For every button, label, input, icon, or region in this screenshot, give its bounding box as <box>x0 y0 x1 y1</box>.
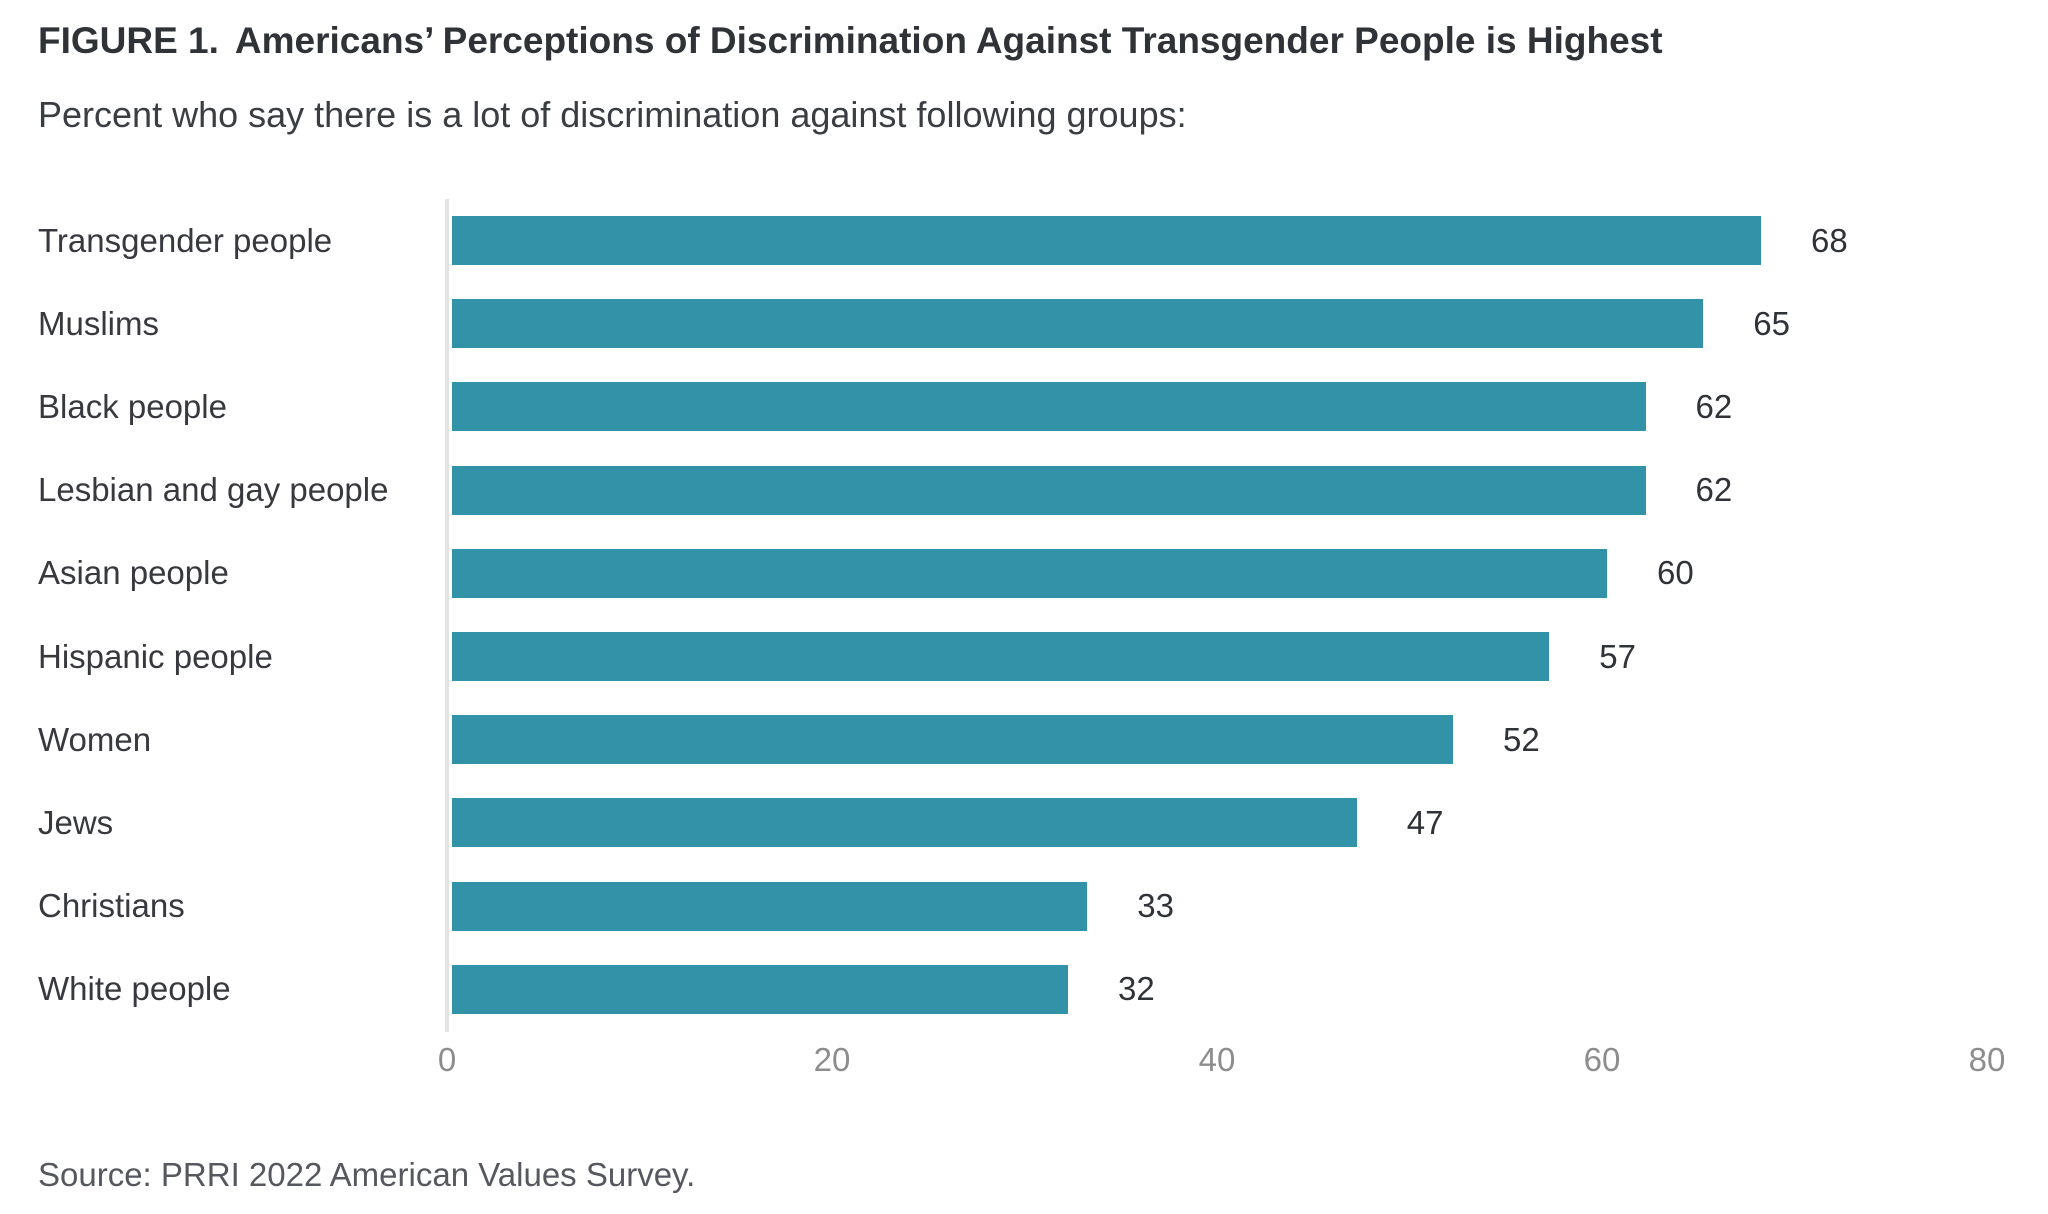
chart-row: Christians 33 <box>0 865 2048 948</box>
bar-chart: Transgender people 68 Muslims 65 Black p… <box>0 199 2048 1099</box>
figure-title: FIGURE 1. Americans’ Perceptions of Discr… <box>38 20 1663 62</box>
y-axis-baseline <box>445 199 449 1032</box>
source-note: Source: PRRI 2022 American Values Survey… <box>38 1156 696 1193</box>
chart-row: Lesbian and gay people 62 <box>0 449 2048 532</box>
value-label: 60 <box>1657 554 1694 592</box>
figure-number-label: FIGURE 1. <box>38 20 219 61</box>
bar-track: 57 <box>452 632 1992 682</box>
bar-track: 33 <box>452 881 1992 931</box>
x-tick-label: 0 <box>437 1041 457 1078</box>
bar-track: 68 <box>452 216 1992 266</box>
value-label: 57 <box>1599 637 1636 675</box>
category-label: Asian people <box>38 554 229 592</box>
bar <box>452 798 1357 848</box>
value-label: 52 <box>1503 720 1540 758</box>
category-label: Transgender people <box>38 221 333 259</box>
bar <box>452 632 1550 682</box>
chart-row: Transgender people 68 <box>0 199 2048 282</box>
chart-row: Muslims 65 <box>0 282 2048 365</box>
bar-track: 62 <box>452 465 1992 515</box>
value-label: 32 <box>1118 970 1155 1008</box>
bar-track: 52 <box>452 715 1992 765</box>
category-label: Lesbian and gay people <box>38 471 389 509</box>
x-tick-label: 40 <box>1198 1041 1236 1078</box>
category-label: Christians <box>38 887 185 925</box>
chart-row: Women 52 <box>0 698 2048 781</box>
bar <box>452 465 1646 515</box>
bar-track: 32 <box>452 964 1992 1014</box>
x-tick-label: 80 <box>1968 1041 2006 1078</box>
figure-subtitle: Percent who say there is a lot of discri… <box>38 94 1187 135</box>
bar <box>452 881 1088 931</box>
value-label: 62 <box>1695 471 1733 509</box>
bar <box>452 548 1607 598</box>
chart-row: Jews 47 <box>0 781 2048 864</box>
bar <box>452 299 1704 349</box>
bar <box>452 964 1068 1014</box>
bar <box>452 382 1646 432</box>
x-tick-label: 20 <box>813 1041 851 1078</box>
category-label: Hispanic people <box>38 637 273 675</box>
chart-rows: Transgender people 68 Muslims 65 Black p… <box>0 199 2048 1031</box>
chart-row: Hispanic people 57 <box>0 615 2048 698</box>
value-label: 65 <box>1753 304 1790 342</box>
value-label: 33 <box>1137 887 1174 925</box>
chart-row: Black people 62 <box>0 365 2048 448</box>
category-label: Black people <box>38 387 227 425</box>
bar-track: 47 <box>452 798 1992 848</box>
bar <box>452 216 1761 266</box>
category-label: Women <box>38 720 152 758</box>
category-label: Jews <box>38 803 114 841</box>
value-label: 47 <box>1406 803 1444 841</box>
category-label: White people <box>38 970 231 1008</box>
x-tick-label: 60 <box>1583 1041 1621 1078</box>
bar-track: 60 <box>452 548 1992 598</box>
category-label: Muslims <box>38 304 159 342</box>
value-label: 62 <box>1695 387 1733 425</box>
bar-track: 62 <box>452 382 1992 432</box>
chart-row: White people 32 <box>0 948 2048 1031</box>
value-label: 68 <box>1811 221 1848 259</box>
chart-row: Asian people 60 <box>0 532 2048 615</box>
bar-track: 65 <box>452 299 1992 349</box>
bar <box>452 715 1453 765</box>
x-axis-ticks: 0 20 40 60 80 <box>0 1041 2048 1085</box>
figure-title-text: Americans’ Perceptions of Discrimination… <box>234 20 1663 61</box>
